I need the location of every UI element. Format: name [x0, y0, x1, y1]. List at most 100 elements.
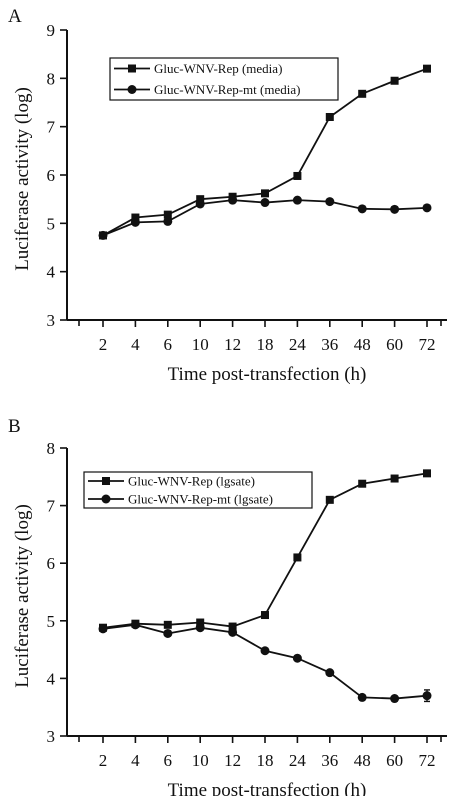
chart-b-x-tick-label: 18	[257, 751, 274, 770]
chart-b-data-point-square	[261, 611, 269, 620]
chart-a-y-tick-label: 9	[47, 21, 56, 40]
chart-a-data-point-square	[358, 89, 367, 98]
chart-b-legend-marker-circle	[101, 494, 111, 504]
chart-a-legend-marker-square	[128, 64, 136, 73]
chart-a-data-point-square	[196, 195, 205, 204]
chart-a-data-point-square	[261, 189, 269, 198]
chart-a-y-axis-label: Luciferase activity (log)	[12, 87, 33, 271]
chart-b-data-point-circle	[130, 620, 140, 630]
chart-b-y-tick-label: 6	[47, 554, 56, 573]
chart-a-data-point-circle	[163, 216, 173, 226]
chart-a-data-point-circle	[195, 199, 205, 209]
chart-a-data-point-circle	[98, 230, 108, 240]
chart-b-x-tick-label: 6	[164, 751, 173, 770]
chart-a-x-tick-label: 60	[386, 335, 403, 354]
chart-b-legend-marker-square	[102, 477, 110, 485]
chart-b-data-point-square	[196, 618, 205, 627]
chart-a-data-point-circle	[390, 204, 400, 214]
chart-b-y-tick-label: 4	[47, 669, 56, 688]
chart-panel-a: A 3 4 5 6 7 8 9 2 4 6 10 12 18 24 36 48 60 72 Time post-tra…	[8, 6, 447, 385]
chart-b-legend-label: Gluc-WNV-Rep-mt (lgsate)	[128, 492, 273, 507]
chart-b-x-tick-label: 4	[131, 751, 140, 770]
chart-b-data-point-circle	[390, 694, 400, 704]
chart-b-y-tick-label: 5	[47, 612, 56, 631]
chart-b-y-tick-label: 8	[47, 439, 56, 458]
chart-a-x-tick-label: 10	[192, 335, 209, 354]
chart-a-legend-label: Gluc-WNV-Rep-mt (media)	[154, 82, 300, 97]
chart-a-data-point-square	[293, 171, 302, 180]
chart-a-y-tick-label: 5	[47, 214, 56, 233]
chart-a-data-point-circle	[357, 204, 367, 214]
chart-a-legend-marker-circle	[127, 85, 137, 94]
chart-b-x-axis-label: Time post-transfection (h)	[168, 780, 367, 796]
chart-a-x-tick-label: 48	[354, 335, 371, 354]
chart-a-data-point-circle	[422, 203, 432, 213]
chart-b-series-line	[102, 623, 428, 700]
chart-a-x-tick-label: 18	[257, 335, 274, 354]
chart-a-x-tick-label: 72	[419, 335, 436, 354]
chart-a-x-tick-label: 24	[289, 335, 307, 354]
chart-a-x-tick-label: 12	[224, 335, 241, 354]
chart-a-legend-label: Gluc-WNV-Rep (media)	[154, 61, 282, 76]
chart-b-legend: Gluc-WNV-Rep (lgsate) Gluc-WNV-Rep-mt (lg…	[83, 471, 313, 509]
chart-b-y-tick-label: 7	[47, 497, 56, 516]
chart-b-data-point-circle	[98, 624, 108, 634]
chart-b-data-point-circle	[195, 623, 205, 633]
chart-a-data-point-circle	[325, 197, 335, 207]
chart-b-x-tick-label: 10	[192, 751, 209, 770]
chart-a-y-tick-label: 8	[47, 69, 56, 88]
chart-b-x-tick-label: 48	[354, 751, 371, 770]
chart-a-x-tick-label: 2	[99, 335, 108, 354]
chart-b-panel-letter: B	[8, 416, 21, 437]
chart-a-x-tick-label: 6	[164, 335, 173, 354]
chart-b-data-point-square	[228, 622, 237, 631]
chart-b-data-point-circle	[163, 628, 173, 638]
chart-b-x-tick-label: 72	[419, 751, 436, 770]
chart-a-data-point-square	[131, 213, 140, 222]
chart-a-data-point-square	[325, 113, 334, 121]
chart-a-legend-box	[109, 57, 339, 101]
chart-a-data-point-square	[423, 64, 431, 73]
chart-a-legend: Gluc-WNV-Rep (media) Gluc-WNV-Rep-mt (med…	[109, 57, 339, 101]
chart-a-data-point-circle	[130, 217, 140, 227]
chart-a-x-axis-label: Time post-transfection (h)	[168, 364, 367, 385]
chart-a-y-tick-label: 3	[47, 311, 56, 330]
chart-b-data-point-square	[390, 474, 399, 483]
chart-b-data-point-circle	[228, 627, 238, 637]
chart-b-data-point-square	[293, 553, 302, 562]
chart-b-data-point-square	[423, 469, 431, 478]
chart-panel-b: B 3 4 5 6 7 8 2 4 6 10 12 18 24 36 48 60 72 Time post-tran…	[0, 398, 463, 796]
chart-b-x-tick-label: 2	[99, 751, 108, 770]
chart-b-data-point-circle	[292, 653, 302, 663]
chart-a-y-tick-label: 6	[47, 166, 56, 185]
chart-a-x-tick-label: 36	[321, 335, 338, 354]
chart-a-panel-letter: A	[8, 6, 22, 27]
chart-b-data-point-square	[163, 620, 172, 629]
chart-b-y-axis-label: Luciferase activity (log)	[12, 504, 33, 688]
chart-b-legend-box	[83, 471, 313, 509]
chart-b-data-point-square	[358, 479, 367, 488]
chart-a-y-tick-label: 4	[47, 263, 56, 282]
chart-b-data-point-circle	[357, 692, 367, 702]
chart-b-legend-label: Gluc-WNV-Rep (lgsate)	[128, 474, 255, 489]
chart-b-data-point-circle	[422, 691, 432, 701]
chart-b-data-point-circle	[325, 668, 335, 678]
chart-a-data-point-circle	[228, 195, 238, 205]
chart-b-x-tick-label: 12	[224, 751, 241, 770]
chart-a-data-point-square	[390, 76, 399, 85]
chart-b-x-tick-label: 36	[321, 751, 338, 770]
chart-b-series-2	[98, 620, 432, 704]
chart-b-data-point-circle	[260, 646, 270, 656]
chart-a-x-tick-label: 4	[131, 335, 140, 354]
chart-a-series-2	[98, 195, 432, 240]
chart-b-data-point-square	[325, 495, 334, 504]
chart-a-data-point-circle	[292, 195, 302, 205]
chart-b-x-tick-label: 60	[386, 751, 403, 770]
chart-b-y-tick-label: 3	[47, 727, 56, 746]
chart-a-data-point-square	[163, 210, 172, 219]
chart-a-y-tick-label: 7	[47, 118, 56, 137]
chart-a-data-point-circle	[260, 198, 270, 208]
chart-b-x-tick-label: 24	[289, 751, 307, 770]
